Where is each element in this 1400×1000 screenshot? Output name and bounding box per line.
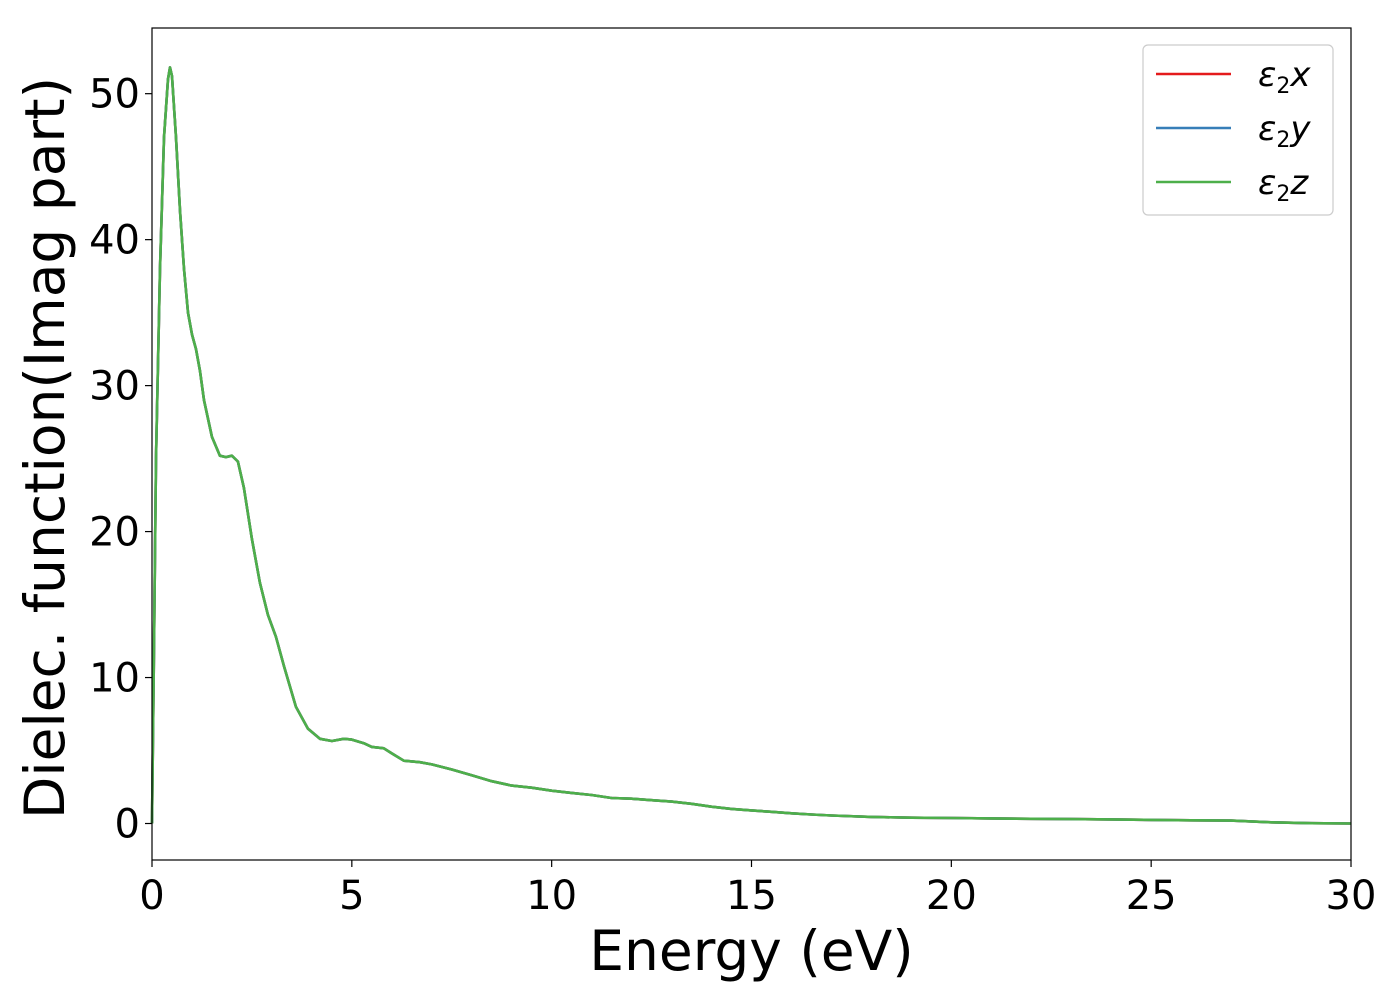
y-tick-label: 50 xyxy=(89,72,140,118)
legend-symbol: ε xyxy=(1258,109,1276,149)
x-tick-label: 20 xyxy=(926,873,977,919)
legend-subscript: 2 xyxy=(1276,182,1290,207)
x-tick-label: 25 xyxy=(1126,873,1177,919)
legend-subscript: 2 xyxy=(1276,128,1290,153)
legend-subscript: 2 xyxy=(1276,74,1290,99)
legend-symbol: ε xyxy=(1258,55,1276,95)
y-tick-label: 40 xyxy=(89,218,140,264)
x-axis-label: Energy (eV) xyxy=(589,919,913,983)
legend-label-x: ε2x xyxy=(1258,55,1311,99)
legend-box xyxy=(1142,44,1334,216)
x-tick-label: 15 xyxy=(726,873,777,919)
series-line-z xyxy=(150,66,1352,825)
legend-label-y: ε2y xyxy=(1258,109,1311,153)
x-tick-label: 10 xyxy=(526,873,577,919)
x-tick-label: 5 xyxy=(339,873,364,919)
legend-label-z: ε2z xyxy=(1258,163,1309,207)
y-axis-label: Dielec. function(Imag part) xyxy=(13,77,77,819)
x-tick-label: 30 xyxy=(1326,873,1377,919)
ticks-layer: 0 5 10 15 20 25 30 0 10 20 30 40 50 xyxy=(89,72,1376,919)
x-tick-label: 0 xyxy=(139,873,164,919)
legend-component: x xyxy=(1289,55,1311,95)
y-tick-label: 30 xyxy=(89,364,140,410)
y-tick-label: 20 xyxy=(89,510,140,556)
y-tick-label: 0 xyxy=(115,802,140,848)
series-layer xyxy=(150,66,1352,825)
y-tick-label: 10 xyxy=(89,656,140,702)
legend-component: z xyxy=(1289,163,1309,203)
legend-component: y xyxy=(1289,109,1311,149)
legend-symbol: ε xyxy=(1258,163,1276,203)
